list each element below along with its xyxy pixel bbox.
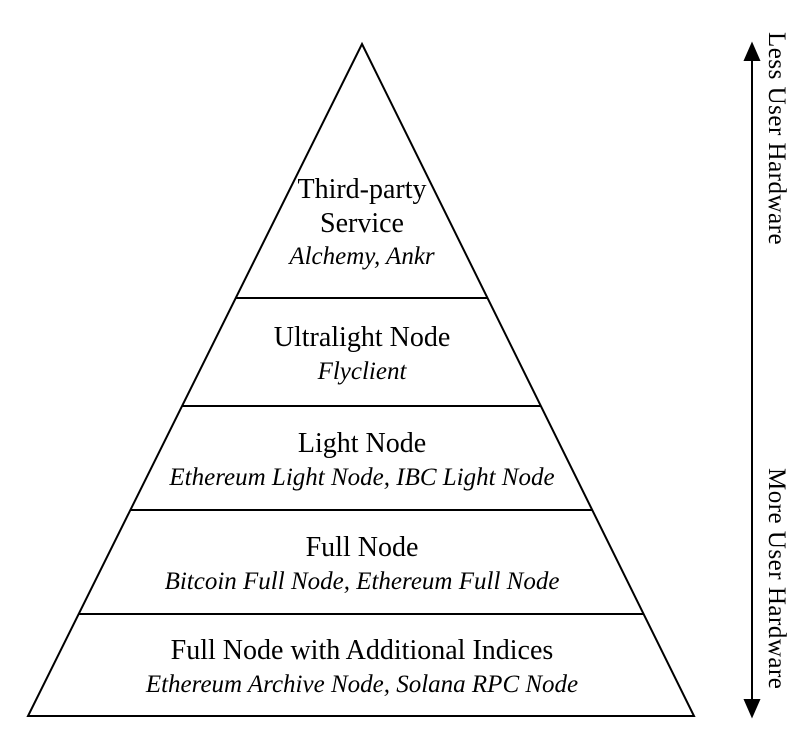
- axis-label-more-hardware: More User Hardware: [762, 468, 790, 689]
- axis-label-less-hardware: Less User Hardware: [762, 32, 790, 245]
- pyramid-diagram: Third-party Service Alchemy, Ankr Ultral…: [0, 0, 800, 756]
- pyramid-outline: [0, 0, 800, 756]
